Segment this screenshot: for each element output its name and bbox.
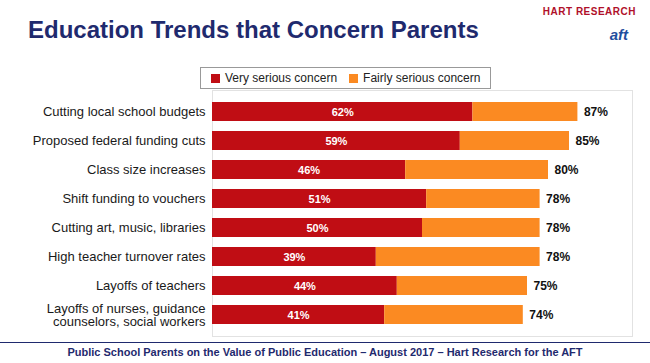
svg-text:High teacher turnover rates: High teacher turnover rates — [48, 249, 206, 264]
svg-text:Shift funding to vouchers: Shift funding to vouchers — [62, 191, 206, 206]
html-text:aft: aft — [609, 26, 628, 43]
svg-text:Class size increases: Class size increases — [87, 162, 206, 177]
svg-text:50%: 50% — [306, 222, 328, 234]
html-text:HART RESEARCH: HART RESEARCH — [542, 6, 636, 17]
html-text:Very serious concern: Very serious concern — [225, 71, 338, 85]
svg-text:Cutting local school budgets: Cutting local school budgets — [43, 104, 206, 119]
html-text:Fairly serious concern: Fairly serious concern — [363, 71, 481, 85]
svg-text:78%: 78% — [546, 221, 570, 235]
svg-text:78%: 78% — [546, 192, 570, 206]
svg-text:44%: 44% — [294, 280, 316, 292]
svg-text:62%: 62% — [332, 106, 354, 118]
svg-text:74%: 74% — [529, 308, 553, 322]
svg-text:80%: 80% — [555, 163, 579, 177]
svg-text:Layoffs of teachers: Layoffs of teachers — [96, 278, 206, 293]
svg-text:78%: 78% — [546, 250, 570, 264]
svg-text:Cutting art, music, libraries: Cutting art, music, libraries — [52, 220, 206, 235]
svg-text:87%: 87% — [584, 105, 608, 119]
html-text:Public School Parents on the V: Public School Parents on the Value of Pu… — [67, 346, 583, 358]
svg-text:41%: 41% — [288, 309, 310, 321]
svg-text:85%: 85% — [576, 134, 600, 148]
svg-text:51%: 51% — [309, 193, 331, 205]
html-text:Education Trends that Concern: Education Trends that Concern Parents — [28, 16, 479, 43]
svg-text:Layoffs of nurses, guidancecou: Layoffs of nurses, guidancecounselors, s… — [47, 301, 206, 329]
svg-text:39%: 39% — [283, 251, 305, 263]
svg-text:59%: 59% — [325, 135, 347, 147]
svg-text:75%: 75% — [534, 279, 558, 293]
svg-text:Proposed federal funding cuts: Proposed federal funding cuts — [33, 133, 206, 148]
svg-text:46%: 46% — [298, 164, 320, 176]
